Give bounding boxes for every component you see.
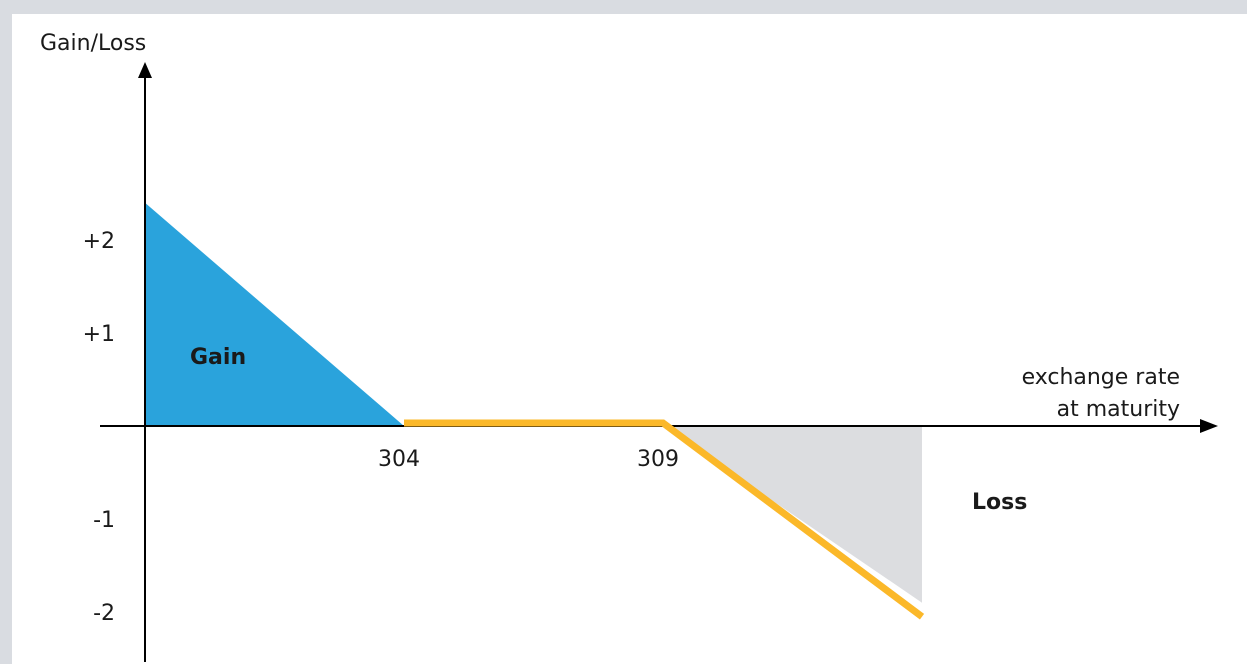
y-axis-label: Gain/Loss xyxy=(40,31,146,56)
y-tick-label: +2 xyxy=(83,229,115,254)
x-tick-label: 304 xyxy=(378,447,420,472)
payoff-line xyxy=(404,419,925,620)
x-axis-arrow xyxy=(1200,419,1218,433)
x-axis-label-line-1: exchange rate xyxy=(1022,365,1180,390)
y-tick-label: -1 xyxy=(93,508,115,533)
gain-region xyxy=(145,202,404,426)
y-tick-label: +1 xyxy=(83,322,115,347)
chart-frame: Gain/Loss exchange rate at maturity Gain… xyxy=(12,14,1247,664)
y-axis-arrow xyxy=(138,62,152,78)
y-tick-label: -2 xyxy=(93,601,115,626)
x-tick-label: 309 xyxy=(637,447,679,472)
x-axis-label-line-2: at maturity xyxy=(1057,397,1180,422)
loss-region-label: Loss xyxy=(972,490,1027,515)
payoff-chart: Gain/Loss exchange rate at maturity Gain… xyxy=(40,31,1218,662)
gain-region-label: Gain xyxy=(190,345,246,370)
